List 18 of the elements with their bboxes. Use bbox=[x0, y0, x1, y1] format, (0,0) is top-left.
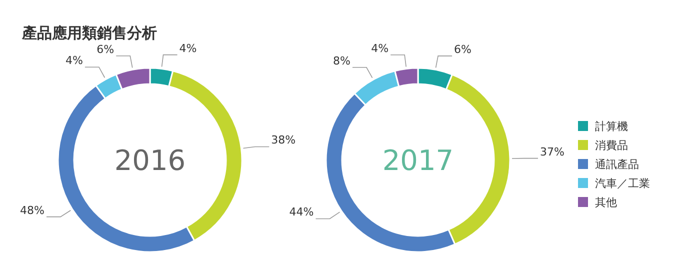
legend-label: 消費品 bbox=[595, 139, 628, 152]
data-label: 4% bbox=[179, 42, 197, 55]
data-label: 4% bbox=[371, 42, 389, 55]
legend-label: 通訊產品 bbox=[595, 158, 639, 171]
legend-label: 其他 bbox=[595, 196, 617, 209]
data-label: 8% bbox=[333, 54, 350, 68]
legend-label: 汽車／工業 bbox=[595, 177, 650, 190]
text: 2016 bbox=[114, 144, 186, 177]
chart-title: 產品應用類銷售分析 bbox=[21, 24, 157, 42]
data-label: 48% bbox=[20, 204, 44, 217]
data-label: 6% bbox=[96, 42, 114, 56]
data-label: 44% bbox=[289, 206, 314, 219]
data-label: 38% bbox=[271, 134, 296, 147]
data-label: 6% bbox=[454, 42, 472, 56]
data-label: 4% bbox=[65, 54, 83, 68]
text: 2017 bbox=[382, 144, 454, 177]
legend-label: 計算機 bbox=[595, 120, 628, 133]
data-label: 37% bbox=[540, 145, 564, 158]
